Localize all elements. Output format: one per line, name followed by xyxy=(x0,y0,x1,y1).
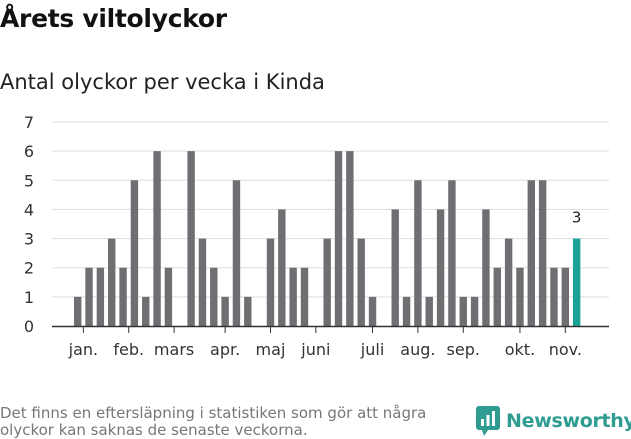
data-label: 3 xyxy=(572,209,582,227)
newsworthy-logo-icon xyxy=(476,406,500,436)
bar xyxy=(74,296,82,326)
x-tick-label: mars xyxy=(154,340,194,359)
bar xyxy=(357,238,365,326)
chart-title: Årets viltolyckor xyxy=(0,4,227,33)
chart-subtitle: Antal olyckor per vecka i Kinda xyxy=(0,70,325,94)
bar xyxy=(164,267,173,326)
x-tick-label: sep. xyxy=(447,340,480,359)
x-tick-label: okt. xyxy=(505,340,535,359)
bar-current-week xyxy=(572,238,581,326)
bar xyxy=(85,267,93,326)
bar xyxy=(221,296,229,326)
bar xyxy=(402,296,411,326)
bar xyxy=(198,238,207,326)
bar xyxy=(414,180,422,326)
bar xyxy=(334,151,343,326)
y-tick-label: 1 xyxy=(24,288,34,307)
bar xyxy=(108,238,116,326)
bar xyxy=(119,267,127,326)
bar xyxy=(425,296,433,326)
y-tick-label: 3 xyxy=(24,230,34,249)
bar-chart: 0 1 2 3 4 5 6 7 jan. feb. mars apr. maj juni juli aug. s… xyxy=(24,113,609,359)
newsworthy-logo: Newsworthy xyxy=(476,406,631,436)
logo-text: Newsworthy xyxy=(506,410,631,432)
bar xyxy=(448,180,456,326)
bar xyxy=(210,267,218,326)
x-tick-label: feb. xyxy=(113,340,144,359)
bar xyxy=(470,296,479,326)
y-tick-label: 6 xyxy=(24,142,34,161)
bar xyxy=(142,296,150,326)
bar xyxy=(130,180,139,326)
x-tick-label: nov. xyxy=(549,340,582,359)
bar xyxy=(368,296,377,326)
x-tick-label: jan. xyxy=(68,340,98,359)
y-tick-label: 7 xyxy=(24,113,34,132)
bar xyxy=(550,267,558,326)
x-tick-label: apr. xyxy=(210,340,240,359)
bar xyxy=(278,209,286,326)
y-tick-label: 4 xyxy=(24,200,34,219)
x-tick-label: juli xyxy=(360,340,384,359)
bar xyxy=(187,151,195,326)
bar xyxy=(323,238,331,326)
bar xyxy=(561,267,570,326)
y-tick-label: 0 xyxy=(24,317,34,336)
bar xyxy=(436,209,445,326)
bar xyxy=(153,151,161,326)
bar xyxy=(493,267,501,326)
x-tick-label: aug. xyxy=(400,340,435,359)
footnote: Det finns en eftersläpning i statistiken… xyxy=(0,404,427,439)
x-tick-label: maj xyxy=(256,340,286,359)
bar xyxy=(516,267,524,326)
bar xyxy=(266,238,275,326)
bar xyxy=(482,209,490,326)
bar xyxy=(504,238,513,326)
bar xyxy=(459,296,467,326)
bar xyxy=(346,151,354,326)
bar xyxy=(538,180,547,326)
bar xyxy=(232,180,241,326)
y-tick-label: 2 xyxy=(24,259,34,278)
bar xyxy=(527,180,535,326)
bar xyxy=(244,296,252,326)
bar xyxy=(300,267,309,326)
y-tick-label: 5 xyxy=(24,171,34,190)
bar xyxy=(391,209,399,326)
bar xyxy=(289,267,297,326)
bar xyxy=(96,267,105,326)
x-tick-label: juni xyxy=(300,340,330,359)
